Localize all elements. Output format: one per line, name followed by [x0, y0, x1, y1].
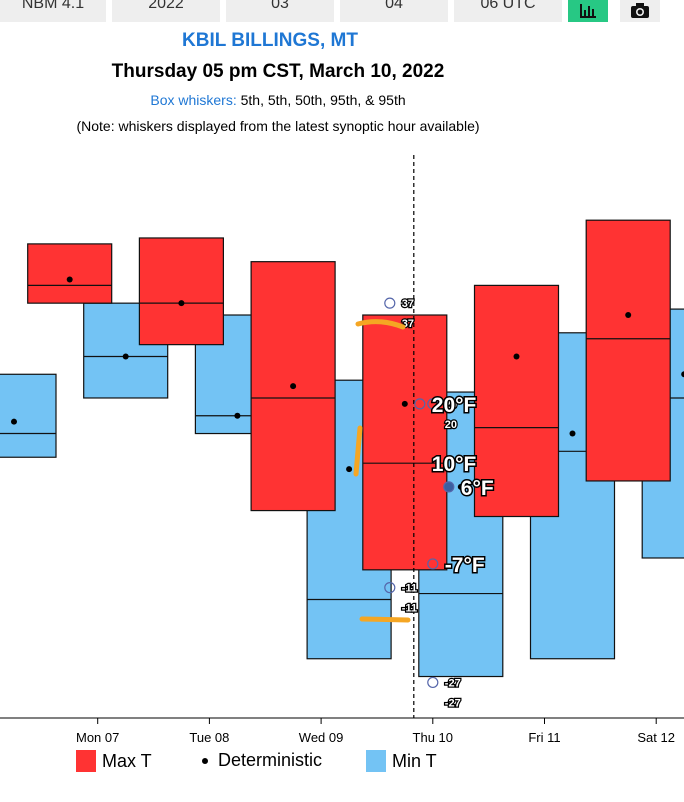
- min-t-deterministic: [11, 418, 17, 425]
- legend-min-label: Min T: [392, 750, 437, 771]
- max-t-deterministic: [401, 400, 408, 407]
- year-label: 2022: [148, 0, 184, 12]
- min-swatch: [366, 750, 386, 772]
- max-whisker-label: 37: [402, 298, 414, 310]
- x-tick-label: Mon 07: [76, 730, 119, 745]
- day-label: 04: [385, 0, 403, 12]
- legend-item-det[interactable]: Deterministic: [198, 750, 322, 771]
- max-whisker-ring: [414, 398, 426, 410]
- chart-note: (Note: whiskers displayed from the lates…: [76, 118, 480, 134]
- min-whisker-ring: [427, 398, 439, 410]
- max-t-deterministic: [290, 383, 297, 390]
- snapshot-button[interactable]: [620, 0, 660, 22]
- min-value-label: -7°F: [445, 554, 485, 577]
- highlight-side-mark: [353, 425, 363, 477]
- legend-item-min[interactable]: Min T: [366, 750, 437, 772]
- day-selector[interactable]: 04: [340, 0, 448, 22]
- min-value-ring: [443, 481, 455, 493]
- min-t-box: [0, 373, 57, 458]
- site-name: KBIL BILLINGS, MT: [182, 30, 358, 51]
- highlight-top-mark: [355, 319, 406, 330]
- max-t-box: [473, 284, 560, 518]
- legend-max-label: Max T: [102, 750, 152, 771]
- max-t-box: [138, 237, 224, 346]
- bar-chart-icon: [580, 4, 596, 18]
- legend-det-label: Deterministic: [218, 750, 323, 770]
- min-whisker-label: -27: [445, 697, 461, 709]
- min-whisker-ring: [427, 676, 439, 689]
- max-whisker-ring: [384, 297, 396, 309]
- bar-chart-button[interactable]: [568, 0, 608, 22]
- min-value-label: 6°F: [461, 477, 494, 500]
- min-t-deterministic: [569, 430, 576, 437]
- max-whisker-label: -11: [402, 603, 417, 615]
- x-tick-label: Thu 10: [413, 730, 453, 745]
- min-t-deterministic: [346, 466, 353, 473]
- min-t-deterministic: [457, 483, 464, 490]
- cycle-selector[interactable]: 06 UTC: [454, 0, 562, 22]
- max-t-box: [585, 219, 671, 482]
- min-value-ring: [427, 558, 439, 570]
- max-value-label: 10°F: [432, 453, 477, 476]
- max-whisker-label: -11: [402, 583, 417, 595]
- max-t-box: [27, 243, 113, 304]
- whisker-label: Box whiskers:: [150, 92, 237, 108]
- year-selector[interactable]: 2022: [112, 0, 220, 22]
- camera-icon: [631, 3, 649, 18]
- chart-subtitle: Box whiskers: 5th, 5th, 50th, 95th, & 95…: [0, 92, 556, 108]
- x-tick-label: Wed 09: [299, 730, 344, 745]
- month-selector[interactable]: 03: [226, 0, 334, 22]
- highlight-bottom-mark: [359, 616, 411, 623]
- min-whisker-label: -27: [445, 677, 461, 689]
- x-tick-label: Tue 08: [189, 730, 229, 745]
- month-label: 03: [271, 0, 289, 12]
- toolbar: NBM 4.1 2022 03 04 06 UTC: [0, 0, 684, 22]
- max-t-deterministic: [66, 276, 73, 283]
- max-value-label: 20°F: [432, 394, 477, 417]
- max-t-box: [362, 314, 448, 571]
- min-t-deterministic: [681, 371, 684, 378]
- min-whisker-label: 20: [445, 419, 457, 431]
- max-whisker-ring: [384, 582, 396, 594]
- x-tick-label: Sat 12: [637, 730, 675, 745]
- max-t-deterministic: [513, 353, 520, 360]
- cycle-label: 06 UTC: [480, 0, 536, 12]
- model-label: NBM 4.1: [21, 0, 85, 12]
- whisker-values: 5th, 5th, 50th, 95th, & 95th: [240, 92, 406, 108]
- min-t-deterministic: [234, 412, 241, 419]
- max-t-deterministic: [625, 312, 632, 319]
- min-t-deterministic: [122, 353, 129, 360]
- max-t-deterministic: [178, 300, 185, 307]
- max-swatch: [76, 750, 96, 772]
- chart-title: Thursday 05 pm CST, March 10, 2022: [111, 61, 445, 82]
- det-dot: [202, 757, 208, 764]
- model-selector[interactable]: NBM 4.1: [0, 0, 106, 22]
- x-tick-label: Fri 11: [528, 730, 560, 745]
- legend-item-max[interactable]: Max T: [76, 750, 152, 772]
- min-whisker-label: 20: [445, 399, 457, 411]
